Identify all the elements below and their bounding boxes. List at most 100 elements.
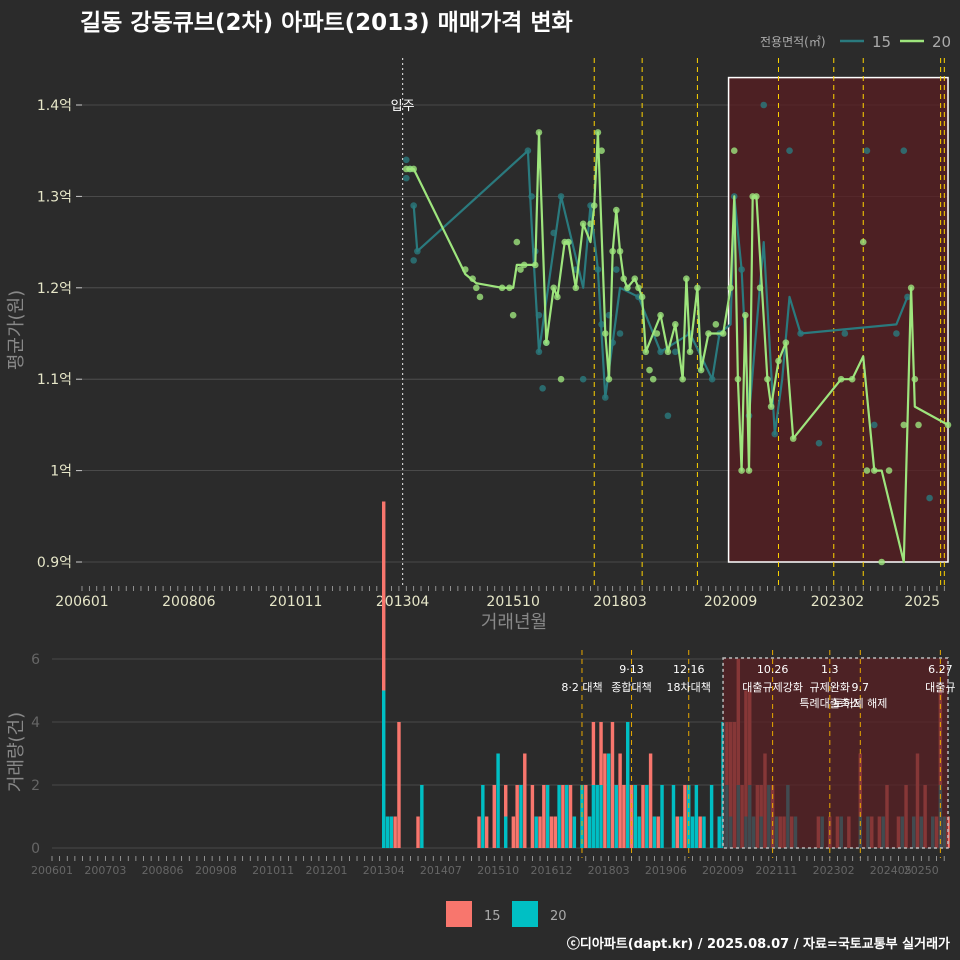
data-point-20 xyxy=(498,284,506,292)
bar-15 xyxy=(523,753,527,848)
data-point-20 xyxy=(907,284,915,292)
bar-15 xyxy=(553,816,558,848)
bar-20 xyxy=(645,785,649,848)
highlight-region xyxy=(727,76,949,563)
data-point-20 xyxy=(520,261,528,269)
data-point-15 xyxy=(535,311,543,319)
policy-label: 대출규제강화 xyxy=(742,681,803,694)
data-point-20 xyxy=(598,147,605,154)
footer-credit: ⓒ디아파트(dapt.kr) / 2025.08.07 / 자료=국토교통부 실… xyxy=(567,936,950,952)
data-point-15 xyxy=(410,202,417,209)
legend-title: 전용면적(㎡) xyxy=(760,35,826,49)
bar-20 xyxy=(381,690,386,848)
bar-15 xyxy=(568,785,573,848)
data-point-20 xyxy=(738,467,745,474)
policy-label: 규제완화 xyxy=(810,681,850,694)
data-point-20 xyxy=(915,421,922,429)
data-point-20 xyxy=(730,147,738,154)
bar-20 xyxy=(420,785,424,848)
bar-y-tick-label: 2 xyxy=(31,778,40,794)
data-point-20 xyxy=(697,366,705,374)
bar-20 xyxy=(633,785,638,848)
x-tick-label: 201510 xyxy=(486,594,539,610)
data-point-20 xyxy=(616,247,624,255)
bar-20 xyxy=(702,816,706,848)
data-point-15 xyxy=(738,266,745,273)
data-point-20 xyxy=(646,366,653,374)
policy-label: 종합대책 xyxy=(611,681,651,694)
bar-15 xyxy=(542,785,546,848)
bar-20 xyxy=(660,785,664,848)
bar-20 xyxy=(637,816,641,848)
bar-15 xyxy=(675,816,680,848)
top-y-axis-title: 평균가(원) xyxy=(6,290,27,370)
bar-20 xyxy=(709,785,714,848)
x-tick-label: 200601 xyxy=(55,594,108,610)
y-tick-label: 1.4억 xyxy=(37,98,72,114)
data-point-20 xyxy=(863,467,871,474)
policy-label-2: 토허제 해제 xyxy=(833,696,887,710)
bar-x-tick-label: 201201 xyxy=(306,864,348,877)
bar-15 xyxy=(416,816,420,848)
bar-15 xyxy=(381,501,386,691)
bar-15 xyxy=(641,785,645,848)
data-point-20 xyxy=(727,284,734,292)
bar-20 xyxy=(671,785,676,848)
data-point-20 xyxy=(764,375,771,383)
data-point-15 xyxy=(613,266,620,273)
data-point-15 xyxy=(863,147,871,154)
bar-15 xyxy=(584,785,588,848)
data-point-20 xyxy=(572,284,580,292)
data-point-20 xyxy=(594,129,602,136)
bottom-y-axis-title: 거래량(건) xyxy=(6,712,27,792)
bar-20 xyxy=(690,816,695,848)
data-point-20 xyxy=(683,275,690,282)
data-point-15 xyxy=(771,430,779,438)
data-point-15 xyxy=(904,293,911,301)
data-point-20 xyxy=(719,330,727,337)
bar-x-tick-label: 200601 xyxy=(31,864,73,877)
bar-15 xyxy=(515,785,519,848)
data-point-20 xyxy=(672,321,679,328)
price-panel: 0.9억 1억 1.1억 1.2억 1.3억 1.4억 입주 200601 200806 2010… xyxy=(37,58,952,610)
legend-bar-label-20: 20 xyxy=(550,909,567,924)
data-point-20 xyxy=(590,202,598,209)
bar-x-tick-label: 200703 xyxy=(84,864,126,877)
bar-highlight-region xyxy=(722,657,949,849)
data-point-15 xyxy=(535,348,543,356)
data-point-20 xyxy=(657,311,664,319)
bar-15 xyxy=(538,816,542,848)
data-point-15 xyxy=(539,385,546,392)
y-tick-label: 1억 xyxy=(50,464,72,480)
bar-y-tick-label: 0 xyxy=(31,841,40,857)
data-point-20 xyxy=(885,467,893,474)
bar-15 xyxy=(698,816,702,848)
volume-legend: 15 20 xyxy=(446,901,567,927)
x-tick-label: 200806 xyxy=(162,594,216,610)
policy-date-label: 6.27 xyxy=(928,663,953,676)
data-point-20 xyxy=(679,375,686,383)
data-point-20 xyxy=(767,403,775,410)
data-point-15 xyxy=(841,330,849,337)
data-point-15 xyxy=(524,147,532,154)
x-tick-label: 202302 xyxy=(811,594,864,610)
bar-15 xyxy=(530,785,535,848)
policy-label: 9.7 xyxy=(852,681,870,694)
bar-20 xyxy=(389,816,394,848)
bar-15 xyxy=(603,753,607,848)
legend-label-20: 20 xyxy=(932,33,951,51)
data-point-20 xyxy=(789,435,797,442)
data-point-15 xyxy=(893,330,900,337)
bar-15 xyxy=(683,785,687,848)
bar-20 xyxy=(519,785,523,848)
data-point-20 xyxy=(473,284,480,292)
data-point-20 xyxy=(469,275,476,282)
bar-15 xyxy=(477,816,481,848)
bar-x-tick-label: 201906 xyxy=(645,864,687,877)
data-point-20 xyxy=(517,266,524,273)
x-tick-label: 2025 xyxy=(904,594,940,610)
x-tick-label: 201803 xyxy=(593,594,646,610)
bar-20 xyxy=(652,816,657,848)
data-point-15 xyxy=(900,147,908,154)
bar-x-tick-label: 20250 xyxy=(904,864,939,877)
